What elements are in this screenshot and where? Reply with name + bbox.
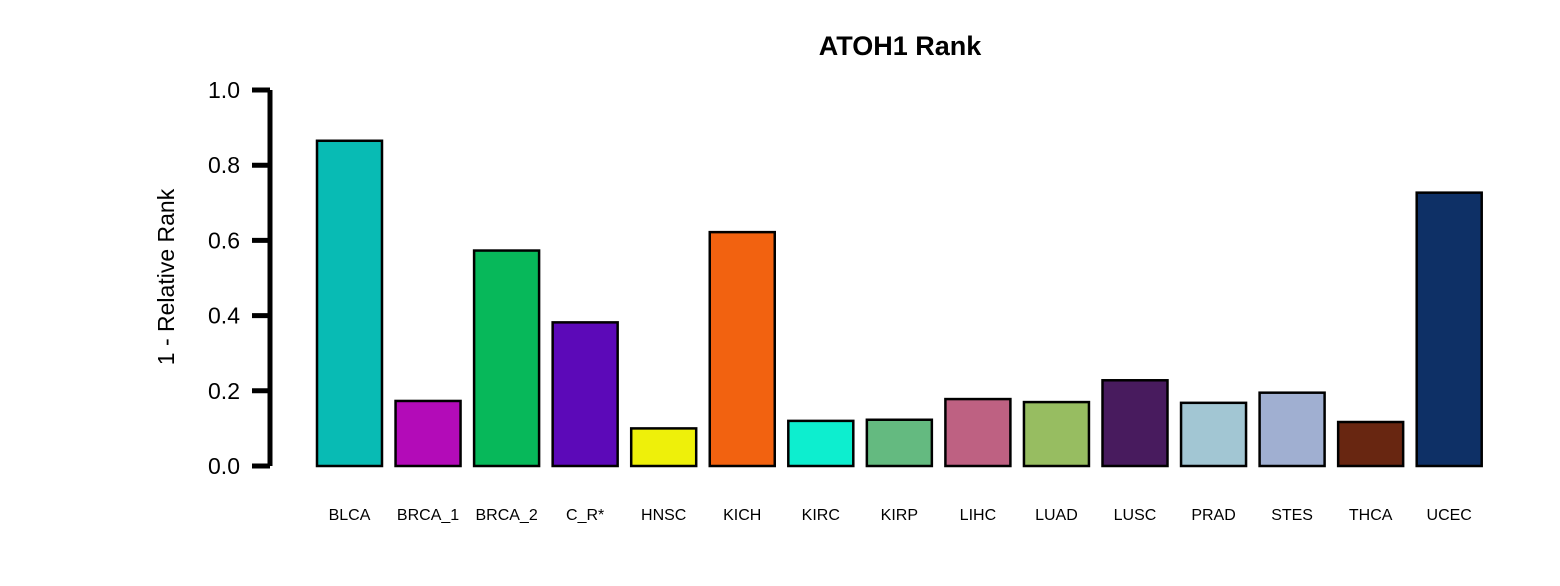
x-tick-label: BRCA_2 <box>475 507 537 524</box>
y-tick-label: 0.0 <box>208 453 240 479</box>
x-tick-label: KIRP <box>881 507 918 524</box>
bar-kirp <box>865 418 934 468</box>
bar-lihc <box>944 397 1012 468</box>
bar-ucec <box>1415 191 1483 468</box>
x-tick-label: PRAD <box>1191 507 1235 524</box>
bar-blca <box>315 139 384 468</box>
bar-prad <box>1179 401 1248 468</box>
x-tick-label: THCA <box>1349 507 1393 524</box>
y-tick-label: 0.6 <box>208 227 240 253</box>
bar-stes <box>1258 391 1326 468</box>
x-tick-label: UCEC <box>1427 507 1472 524</box>
bar-thca <box>1336 420 1405 468</box>
bar-brca-2 <box>472 249 541 468</box>
x-axis-tick-labels: BLCA BRCA_1 BRCA_2 C_R* HNSC KICH KIRC KIRP LIHC… <box>329 507 1472 524</box>
y-tick-label: 1.0 <box>208 77 240 103</box>
bar-luad <box>1022 400 1091 468</box>
bar-lusc <box>1101 379 1169 468</box>
x-tick-label: LUSC <box>1114 507 1157 524</box>
x-tick-label: BLCA <box>329 507 371 524</box>
bars <box>315 139 1483 468</box>
chart-title: ATOH1 Rank <box>819 31 983 61</box>
x-tick-label: KIRC <box>802 507 840 524</box>
y-tick-label: 0.8 <box>208 152 240 178</box>
bar-hnsc <box>629 427 698 468</box>
y-tick-label: 0.2 <box>208 378 240 404</box>
y-axis-label: 1 - Relative Rank <box>153 188 179 365</box>
y-axis: 0.0 0.2 0.4 0.6 0.8 1.0 <box>208 77 273 479</box>
bar-kirc <box>787 419 855 468</box>
bar-c-r <box>551 321 619 468</box>
y-tick-label: 0.4 <box>208 303 240 329</box>
bar-brca-1 <box>394 399 462 468</box>
bar-kich <box>708 230 776 468</box>
x-tick-label: LUAD <box>1035 507 1078 524</box>
x-tick-label: C_R* <box>566 507 604 524</box>
x-tick-label: HNSC <box>641 507 686 524</box>
x-tick-label: KICH <box>723 507 761 524</box>
x-tick-label: BRCA_1 <box>397 507 459 524</box>
x-tick-label: STES <box>1271 507 1313 524</box>
x-tick-label: LIHC <box>960 507 996 524</box>
